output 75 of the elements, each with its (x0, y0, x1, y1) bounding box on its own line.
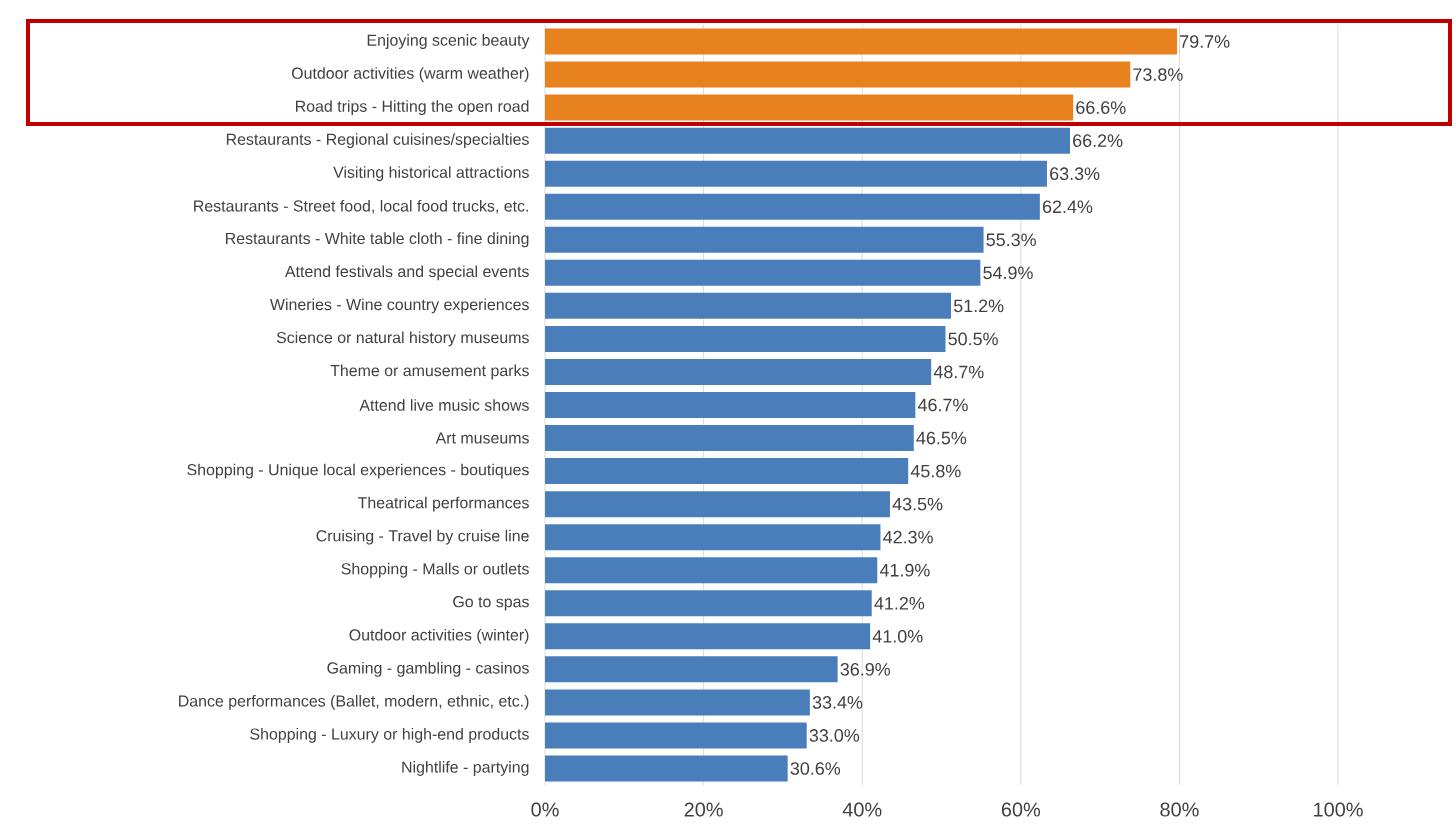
data-label: 41.2% (874, 596, 925, 610)
data-label: 51.2% (953, 299, 1004, 313)
y-tick-label: Gaming - gambling - casinos (327, 661, 529, 677)
bar (545, 557, 878, 584)
y-tick-label: Go to spas (453, 596, 529, 611)
y-tick-label: Shopping - Unique local experiences - boutiques (187, 463, 529, 479)
x-tick-label: 20% (684, 802, 723, 817)
bar (545, 590, 872, 617)
data-label: 45.8% (910, 464, 961, 478)
bar (545, 755, 788, 782)
bar (545, 61, 1131, 88)
y-tick-label: Restaurants - Street food, local food trucks, etc. (194, 199, 528, 214)
y-tick-label: Shopping - Luxury or high-end products (250, 728, 529, 743)
y-tick-label: Outdoor activities (warm weather) (291, 67, 529, 82)
data-label: 66.2% (1073, 134, 1123, 147)
y-tick-label: Science or natural history museums (276, 331, 529, 347)
data-label: 41.9% (879, 563, 930, 577)
bar (545, 491, 890, 518)
y-tick-label: Attend festivals and special events (284, 265, 529, 281)
x-tick-label: 60% (1001, 802, 1041, 817)
data-label: 73.8% (1133, 68, 1183, 81)
y-tick-label: Wineries - Wine country experiences (269, 298, 529, 314)
bar (545, 656, 838, 683)
data-label: 41.0% (872, 629, 923, 643)
data-label: 66.6% (1076, 101, 1126, 114)
y-tick-label: Visiting historical attractions (333, 166, 529, 182)
bar (545, 94, 1074, 121)
y-tick-label: Dance performances (Ballet, modern, ethnic, etc.) (179, 694, 529, 710)
data-label: 54.9% (983, 266, 1033, 280)
bar (545, 722, 807, 749)
y-tick-label: Art museums (435, 432, 529, 444)
y-tick-label: Shopping - Malls or outlets (341, 562, 529, 578)
data-label: 36.9% (840, 663, 891, 676)
x-tick-label: 80% (1160, 802, 1199, 817)
x-tick-label: 0% (531, 802, 559, 817)
y-tick-label: Theme or amusement parks (330, 364, 529, 380)
y-tick-label: Outdoor activities (winter) (349, 628, 529, 644)
y-tick-label: Nightlife - partying (402, 761, 529, 776)
y-tick-label: Cruising - Travel by cruise line (316, 529, 529, 545)
x-tick-label: 40% (842, 802, 882, 817)
data-label: 62.4% (1042, 200, 1093, 214)
data-label: 33.4% (812, 696, 863, 709)
data-label: 63.3% (1050, 167, 1100, 181)
data-label: 42.3% (883, 530, 933, 544)
bar (545, 28, 1178, 55)
bar (545, 226, 984, 253)
data-label: 43.5% (892, 497, 943, 511)
bar (545, 392, 916, 418)
bar (545, 623, 871, 650)
y-tick-label: Restaurants - White table cloth - fine dining (226, 232, 529, 248)
bar (545, 325, 946, 352)
bar (545, 425, 914, 452)
bar (545, 458, 909, 485)
bar (545, 358, 932, 385)
data-label: 48.7% (933, 365, 984, 379)
bar (545, 689, 810, 716)
y-tick-label: Restaurants - Regional cuisines/specialties (226, 133, 529, 149)
data-label: 30.6% (790, 762, 841, 775)
y-tick-label: Road trips - Hitting the open road (296, 100, 529, 116)
bar (545, 160, 1047, 187)
y-tick-label: Attend live music shows (359, 399, 529, 411)
y-tick-label: Enjoying scenic beauty (367, 34, 530, 49)
data-label: 33.0% (809, 729, 860, 742)
x-tick-label: 100% (1314, 802, 1363, 817)
data-label: 79.7% (1180, 35, 1230, 48)
data-label: 46.5% (916, 431, 967, 445)
y-tick-label: Theatrical performances (357, 496, 529, 512)
bar (545, 259, 981, 286)
bar (545, 127, 1070, 154)
data-label: 46.7% (917, 398, 968, 412)
data-label: 50.5% (948, 332, 998, 346)
data-label: 55.3% (986, 233, 1036, 247)
bar (545, 292, 952, 319)
bar (545, 524, 881, 551)
bar (545, 193, 1040, 220)
